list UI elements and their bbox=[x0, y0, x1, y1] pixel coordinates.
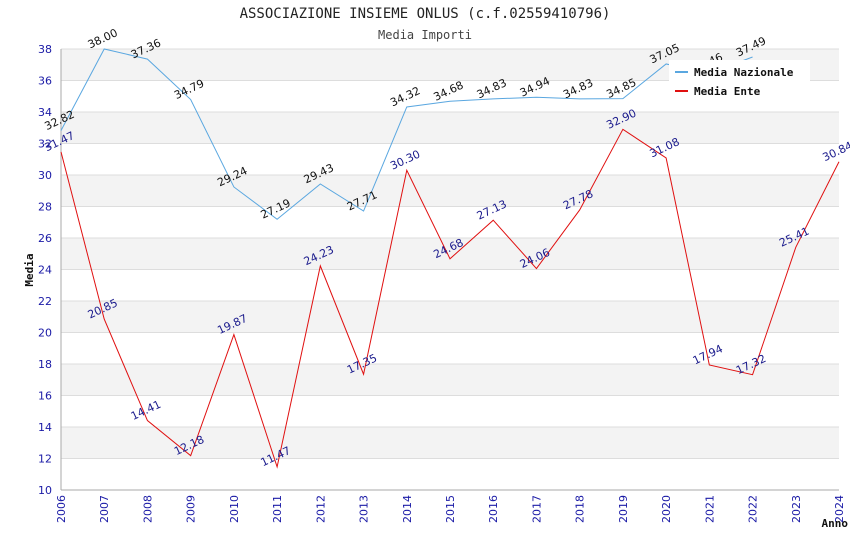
y-tick-label: 10 bbox=[38, 484, 52, 497]
x-tick-label: 2018 bbox=[574, 495, 587, 523]
x-tick-label: 2010 bbox=[228, 495, 241, 523]
series-line bbox=[60, 128, 840, 469]
x-tick-label: 2009 bbox=[185, 495, 198, 523]
legend-entry: Media Nazionale bbox=[694, 66, 794, 79]
x-tick-label: 2020 bbox=[660, 495, 673, 523]
chart-title: ASSOCIAZIONE INSIEME ONLUS (c.f.02559410… bbox=[240, 6, 611, 22]
x-tick-label: 2021 bbox=[703, 495, 716, 523]
grid-band bbox=[61, 112, 839, 144]
y-tick-label: 22 bbox=[38, 295, 52, 308]
grid-bands bbox=[61, 49, 839, 459]
series-line bbox=[60, 48, 753, 220]
x-tick-label: 2007 bbox=[98, 495, 111, 523]
data-label: 30.30 bbox=[388, 148, 422, 173]
y-tick-label: 20 bbox=[38, 327, 52, 340]
y-tick-label: 18 bbox=[38, 358, 52, 371]
grid-band bbox=[61, 301, 839, 333]
chart-subtitle: Media Importi bbox=[378, 28, 472, 42]
legend-box bbox=[669, 60, 810, 102]
data-label: 38.00 bbox=[86, 26, 120, 51]
y-tick-label: 36 bbox=[38, 75, 52, 88]
y-axis-title: Media bbox=[23, 253, 36, 286]
series-lines bbox=[60, 48, 840, 469]
legend-entry: Media Ente bbox=[694, 85, 761, 98]
y-tick-label: 38 bbox=[38, 43, 52, 56]
data-label: 34.68 bbox=[431, 79, 465, 104]
x-tick-label: 2013 bbox=[358, 495, 371, 523]
y-tick-labels: 10 12 14 16 18 20 22 24 26 28 30 32 34 36 38 bbox=[38, 43, 52, 497]
x-tick-label: 2014 bbox=[401, 495, 414, 523]
x-tick-label: 2012 bbox=[314, 495, 327, 523]
x-tick-label: 2006 bbox=[55, 495, 68, 523]
x-tick-label: 2011 bbox=[271, 495, 284, 523]
data-label: 14.41 bbox=[129, 398, 163, 423]
x-tick-label: 2016 bbox=[487, 495, 500, 523]
axes bbox=[60, 49, 839, 491]
x-tick-label: 2023 bbox=[790, 495, 803, 523]
y-tick-label: 24 bbox=[38, 264, 52, 277]
y-tick-label: 28 bbox=[38, 201, 52, 214]
x-tick-label: 2024 bbox=[833, 495, 846, 523]
y-tick-label: 26 bbox=[38, 232, 52, 245]
y-tick-label: 16 bbox=[38, 390, 52, 403]
grid-band bbox=[61, 364, 839, 396]
legend: Media Nazionale Media Ente bbox=[669, 60, 810, 102]
x-tick-labels: 2006 2007 2008 2009 2010 2011 2012 2013 2014 2015… bbox=[55, 495, 846, 523]
y-tick-label: 32 bbox=[38, 138, 52, 151]
x-tick-label: 2015 bbox=[444, 495, 457, 523]
y-tick-label: 34 bbox=[38, 106, 52, 119]
y-tick-label: 14 bbox=[38, 421, 52, 434]
x-tick-label: 2008 bbox=[141, 495, 154, 523]
x-axis-title: Anno bbox=[822, 517, 849, 530]
grid-band bbox=[61, 427, 839, 459]
y-tick-label: 30 bbox=[38, 169, 52, 182]
grid-band bbox=[61, 175, 839, 207]
y-tick-label: 12 bbox=[38, 453, 52, 466]
x-tick-label: 2019 bbox=[617, 495, 630, 523]
x-tick-label: 2017 bbox=[530, 495, 543, 523]
grid-band bbox=[61, 238, 839, 270]
x-tick-label: 2022 bbox=[747, 495, 760, 523]
